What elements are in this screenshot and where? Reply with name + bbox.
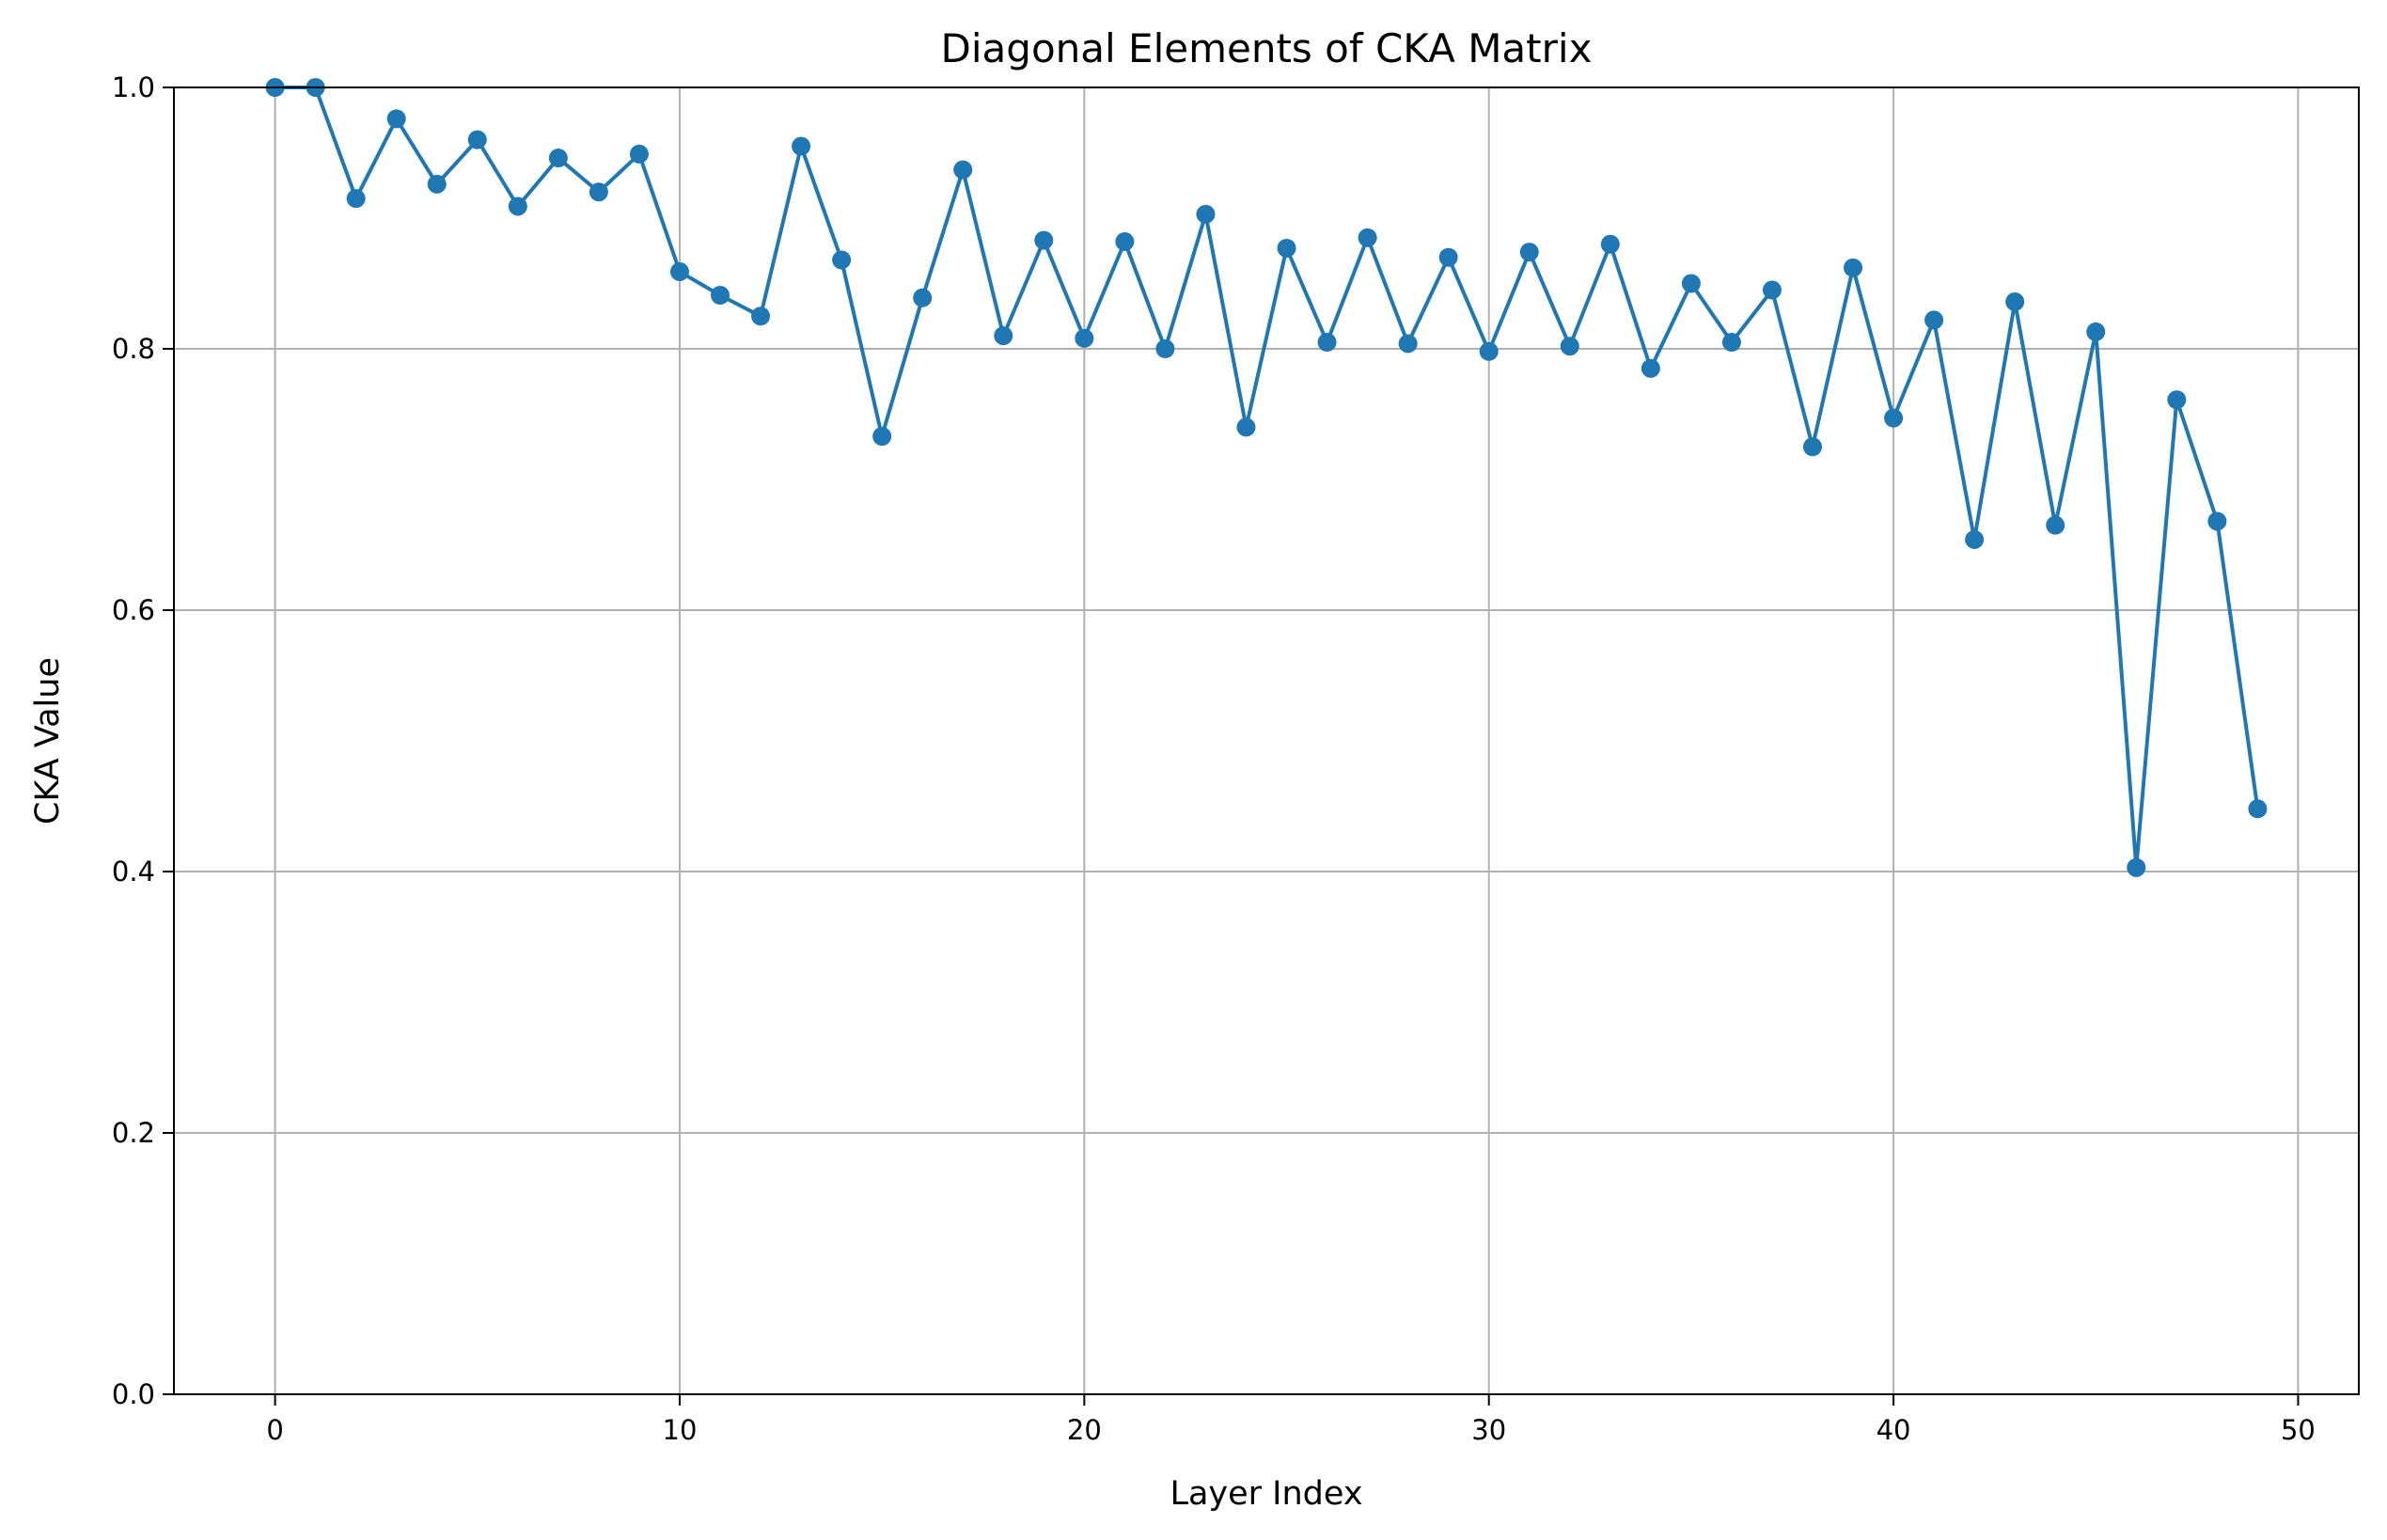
data-point — [872, 427, 892, 447]
data-point — [508, 196, 527, 216]
data-point — [832, 250, 852, 270]
data-point — [2167, 390, 2187, 410]
x-tick-label: 30 — [1471, 1414, 1506, 1446]
data-point — [346, 189, 366, 209]
axis-ticks: 0 10 20 30 40 50 0.0 0.2 0.4 0.6 0.8 1.0 — [112, 71, 2316, 1446]
x-tick-label: 10 — [663, 1414, 698, 1446]
data-point — [1721, 333, 1741, 353]
chart-title: Diagonal Elements of CKA Matrix — [941, 25, 1593, 71]
data-point — [427, 174, 447, 194]
x-axis-title: Layer Index — [1170, 1475, 1362, 1513]
data-point — [2248, 799, 2268, 819]
data-point — [1034, 230, 1054, 250]
data-point — [1560, 337, 1579, 356]
data-point — [669, 261, 689, 281]
data-point — [1519, 243, 1539, 262]
data-point — [1277, 238, 1296, 258]
data-point — [2086, 322, 2106, 341]
data-point — [792, 136, 811, 156]
data-point — [1438, 247, 1458, 267]
data-point — [2207, 511, 2227, 531]
data-point — [1803, 437, 1822, 457]
data-point — [751, 306, 771, 326]
y-tick-label: 0.6 — [112, 594, 155, 626]
data-point — [2127, 857, 2146, 877]
y-tick-label: 0.8 — [112, 333, 155, 365]
data-point — [1479, 341, 1499, 361]
plot-frame — [173, 86, 2360, 1395]
data-point — [1641, 358, 1660, 378]
data-point — [589, 182, 608, 202]
data-point — [1398, 334, 1418, 354]
x-tick-label: 20 — [1067, 1414, 1102, 1446]
y-tick-label: 0.4 — [112, 856, 155, 888]
data-point — [467, 130, 487, 149]
y-tick-label: 0.0 — [112, 1378, 155, 1410]
data-point — [913, 288, 933, 307]
data-point — [1196, 204, 1216, 224]
series-layer — [265, 78, 2268, 877]
x-tick-label: 50 — [2281, 1414, 2316, 1446]
data-point — [1762, 280, 1782, 300]
data-point — [1884, 408, 1904, 428]
data-point — [1965, 529, 1985, 549]
data-point — [1155, 339, 1175, 358]
data-point — [953, 160, 973, 180]
data-point — [1600, 234, 1620, 254]
y-axis-title: CKA Value — [29, 657, 67, 825]
data-point — [2046, 515, 2065, 535]
x-tick-label: 0 — [266, 1414, 283, 1446]
y-tick-label: 0.2 — [112, 1117, 155, 1149]
y-tick-label: 1.0 — [112, 71, 155, 103]
data-point — [386, 109, 406, 129]
data-point — [1075, 328, 1094, 348]
data-point — [1358, 228, 1377, 247]
data-point — [548, 149, 568, 168]
data-point — [629, 144, 649, 164]
x-tick-label: 40 — [1877, 1414, 1911, 1446]
data-point — [1924, 310, 1944, 330]
data-point — [994, 326, 1013, 346]
data-point — [1844, 258, 1863, 277]
data-point — [1681, 274, 1701, 293]
data-point — [711, 286, 730, 306]
data-point — [2005, 291, 2025, 311]
data-point — [1317, 333, 1337, 353]
data-point — [1115, 232, 1135, 252]
data-point — [1236, 417, 1256, 437]
